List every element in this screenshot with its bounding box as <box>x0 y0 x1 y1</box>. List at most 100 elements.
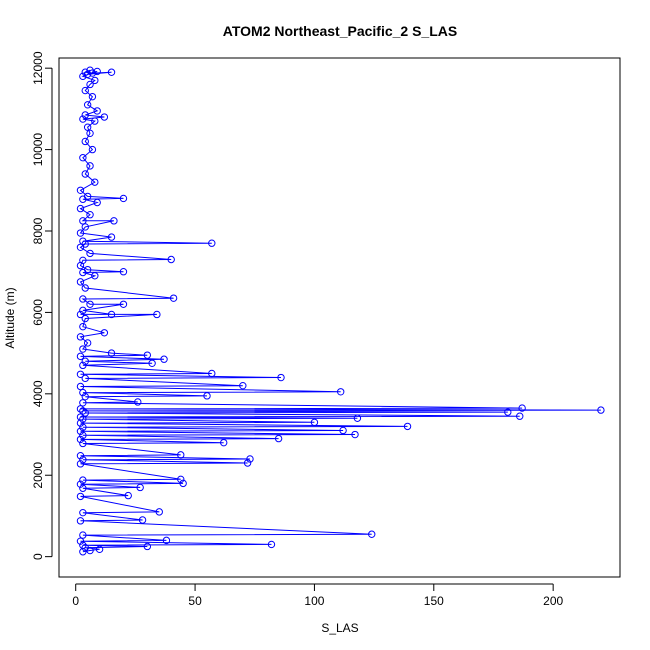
data-point <box>83 101 92 109</box>
data-point <box>220 438 228 447</box>
data-point <box>91 178 99 186</box>
data-point <box>179 479 187 488</box>
data-point <box>95 545 104 554</box>
data-point <box>91 117 99 125</box>
data-point <box>143 542 152 551</box>
plot-frame <box>58 57 621 578</box>
data-point <box>274 434 283 443</box>
data-point <box>76 405 85 413</box>
data-point <box>167 255 175 264</box>
data-point <box>76 352 85 361</box>
y-tick-label: 0 <box>31 553 45 560</box>
data-point <box>246 455 254 463</box>
data-point <box>138 516 147 524</box>
data-point <box>79 388 87 397</box>
data-point <box>76 419 85 427</box>
data-point <box>277 373 285 382</box>
data-point <box>83 339 92 347</box>
series-layer <box>76 66 605 556</box>
y-axis-title: Altitude (m) <box>3 287 17 348</box>
data-point <box>203 392 211 400</box>
data-point <box>76 186 85 194</box>
x-tick-label: 0 <box>72 594 79 608</box>
data-point <box>76 537 85 545</box>
data-point <box>91 76 99 85</box>
data-point <box>177 475 185 484</box>
data-point <box>239 381 247 390</box>
data-point <box>76 229 85 237</box>
data-point <box>81 374 89 383</box>
data-point <box>93 67 101 76</box>
data-point <box>81 111 89 119</box>
data-point <box>79 72 87 81</box>
data-point <box>81 409 89 417</box>
data-point <box>79 439 87 448</box>
data-point <box>79 322 87 331</box>
data-point <box>79 476 87 484</box>
data-point <box>107 68 116 76</box>
data-point <box>81 170 89 178</box>
data-point <box>83 123 92 131</box>
data-point <box>79 431 87 440</box>
y-tick-label: 12000 <box>31 51 45 85</box>
data-point <box>76 517 85 525</box>
data-point <box>81 357 89 365</box>
data-point <box>310 418 319 427</box>
data-point <box>79 361 87 370</box>
data-point <box>143 351 152 359</box>
data-point <box>76 333 85 341</box>
data-point <box>134 398 142 406</box>
data-point <box>79 154 87 162</box>
data-point <box>81 86 89 95</box>
data-point <box>76 370 85 378</box>
data-point <box>79 407 87 415</box>
data-point <box>107 233 116 241</box>
data-point <box>83 70 92 78</box>
x-axis: 0 50 100 150 200 <box>72 583 563 608</box>
data-point <box>81 223 89 231</box>
data-point <box>76 204 85 213</box>
data-point <box>100 329 109 337</box>
data-point <box>162 536 171 545</box>
data-point <box>516 412 524 420</box>
data-point <box>336 388 345 396</box>
data-point <box>403 422 412 431</box>
data-point <box>79 295 87 303</box>
data-point <box>76 451 85 460</box>
data-point <box>86 162 94 170</box>
data-point <box>79 399 87 407</box>
data-point <box>339 426 347 435</box>
data-point <box>76 435 85 444</box>
data-point <box>79 415 87 423</box>
data-point <box>81 137 89 146</box>
y-tick-label: 2000 <box>31 462 45 489</box>
data-point <box>119 194 128 203</box>
data-point <box>76 261 85 270</box>
data-point <box>351 430 359 439</box>
data-point <box>76 310 85 319</box>
data-point <box>86 300 94 308</box>
data-point <box>597 406 605 414</box>
data-point <box>100 113 109 121</box>
x-tick-label: 50 <box>188 594 202 608</box>
data-point <box>107 349 116 357</box>
data-point <box>124 491 132 500</box>
data-point <box>79 306 87 315</box>
data-point <box>86 211 94 219</box>
data-point <box>169 294 178 302</box>
data-point <box>368 530 376 538</box>
data-point <box>267 540 276 549</box>
data-point <box>79 423 87 431</box>
data-point <box>79 531 87 539</box>
data-point <box>81 314 89 323</box>
data-point <box>76 243 85 251</box>
data-point <box>119 300 128 308</box>
data-point <box>353 414 362 422</box>
y-tick-label: 8000 <box>31 217 45 244</box>
data-point <box>81 68 89 76</box>
data-point <box>79 548 87 556</box>
x-tick-label: 100 <box>304 594 324 608</box>
data-point <box>136 483 144 492</box>
data-point <box>76 382 85 391</box>
